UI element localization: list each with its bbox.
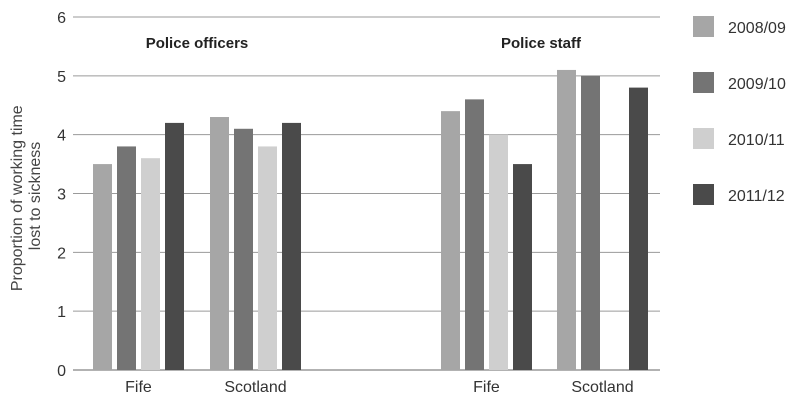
x-tick-label: Fife — [125, 379, 152, 396]
bar — [629, 87, 648, 370]
x-tick-label: Scotland — [224, 379, 286, 396]
bars — [93, 69, 648, 371]
group-label: Police staff — [501, 35, 582, 52]
bar — [93, 164, 112, 370]
x-axis-labels: Fife Scotland Fife Scotland — [125, 379, 633, 396]
bar — [258, 146, 277, 370]
legend: 2008/09 2009/10 2010/11 2011/12 — [693, 16, 786, 205]
group-label: Police officers — [146, 35, 249, 52]
y-axis-ticks: 0 1 2 3 4 5 6 — [57, 10, 66, 380]
y-tick-label: 1 — [57, 304, 66, 321]
legend-swatch — [693, 72, 714, 93]
y-tick-label: 3 — [57, 187, 66, 204]
legend-label: 2009/10 — [728, 76, 786, 93]
y-axis-label: Proportion of working time lost to sickn… — [9, 101, 44, 291]
bar — [513, 164, 532, 370]
y-tick-label: 4 — [57, 128, 66, 145]
bar — [581, 75, 600, 370]
bar — [489, 134, 508, 370]
y-tick-label: 0 — [57, 363, 66, 380]
bar — [117, 146, 136, 370]
bar — [557, 69, 576, 370]
bar — [141, 158, 160, 370]
legend-swatch — [693, 16, 714, 37]
bar — [465, 99, 484, 370]
bar — [441, 111, 460, 370]
legend-label: 2008/09 — [728, 20, 786, 37]
bar — [165, 122, 184, 371]
y-tick-label: 5 — [57, 69, 66, 86]
legend-label: 2010/11 — [728, 132, 785, 149]
x-tick-label: Fife — [473, 379, 500, 396]
y-axis-label-line-1: Proportion of working time — [9, 105, 26, 291]
legend-swatch — [693, 128, 714, 149]
legend-label: 2011/12 — [728, 188, 785, 205]
group-labels: Police officers Police staff — [146, 35, 582, 52]
y-tick-label: 6 — [57, 10, 66, 27]
bar — [234, 128, 253, 370]
bar — [282, 122, 301, 371]
y-axis-label-line-2: lost to sickness — [27, 142, 44, 250]
bar — [210, 117, 229, 371]
y-tick-label: 2 — [57, 245, 66, 262]
legend-swatch — [693, 184, 714, 205]
x-tick-label: Scotland — [571, 379, 633, 396]
